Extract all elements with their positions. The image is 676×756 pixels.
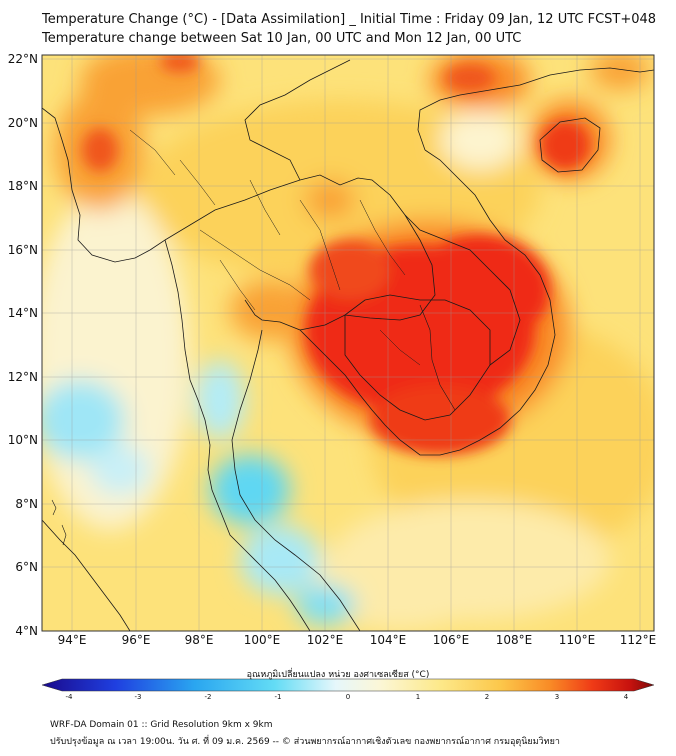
colorbar: [41, 678, 655, 692]
lon-label-108e: 108°E: [495, 633, 533, 647]
footer-credit: ปรับปรุงข้อมูล ณ เวลา 19:00น. วัน ศ. ที่…: [50, 737, 560, 747]
lat-label-20n: 20°N: [7, 116, 38, 130]
lat-label-16n: 16°N: [7, 243, 38, 257]
colorbar-tick: 1: [415, 693, 421, 701]
lon-label-106e: 106°E: [432, 633, 470, 647]
colorbar-tick: 2: [484, 693, 490, 701]
lon-label-100e: 100°E: [243, 633, 281, 647]
colorbar-tick: 4: [623, 693, 629, 701]
colorbar-tick: -4: [65, 693, 73, 701]
coastlines-and-borders: [42, 59, 654, 631]
lon-label-96e: 96°E: [121, 633, 151, 647]
temperature-field: [42, 55, 654, 631]
map-frame: [41, 54, 655, 632]
lat-label-4n: 4°N: [15, 624, 38, 638]
graticule: [42, 55, 654, 631]
lat-label-8n: 8°N: [15, 497, 38, 511]
lon-label-110e: 110°E: [558, 633, 596, 647]
lon-label-102e: 102°E: [306, 633, 344, 647]
lat-label-14n: 14°N: [7, 306, 38, 320]
colorbar-tick: -2: [204, 693, 212, 701]
colorbar-tick: 3: [554, 693, 560, 701]
colorbar-tick: 0: [345, 693, 351, 701]
lon-label-94e: 94°E: [57, 633, 87, 647]
lat-label-10n: 10°N: [7, 433, 38, 447]
lat-label-22n: 22°N: [7, 52, 38, 66]
lon-label-112e: 112°E: [619, 633, 657, 647]
lat-label-12n: 12°N: [7, 370, 38, 384]
lon-label-104e: 104°E: [369, 633, 407, 647]
map-subtitle: Temperature change between Sat 10 Jan, 0…: [42, 31, 522, 46]
footer-model-info: WRF-DA Domain 01 :: Grid Resolution 9km …: [50, 720, 273, 730]
colorbar-title: อุณหภูมิเปลี่ยนแปลง หน่วย องศาเซลเซียส (…: [246, 670, 430, 680]
colorbar-tick: -1: [274, 693, 282, 701]
lat-label-18n: 18°N: [7, 179, 38, 193]
lon-label-98e: 98°E: [184, 633, 214, 647]
colorbar-tick: -3: [134, 693, 142, 701]
lat-label-6n: 6°N: [15, 560, 38, 574]
map-title: Temperature Change (°C) - [Data Assimila…: [42, 12, 657, 27]
